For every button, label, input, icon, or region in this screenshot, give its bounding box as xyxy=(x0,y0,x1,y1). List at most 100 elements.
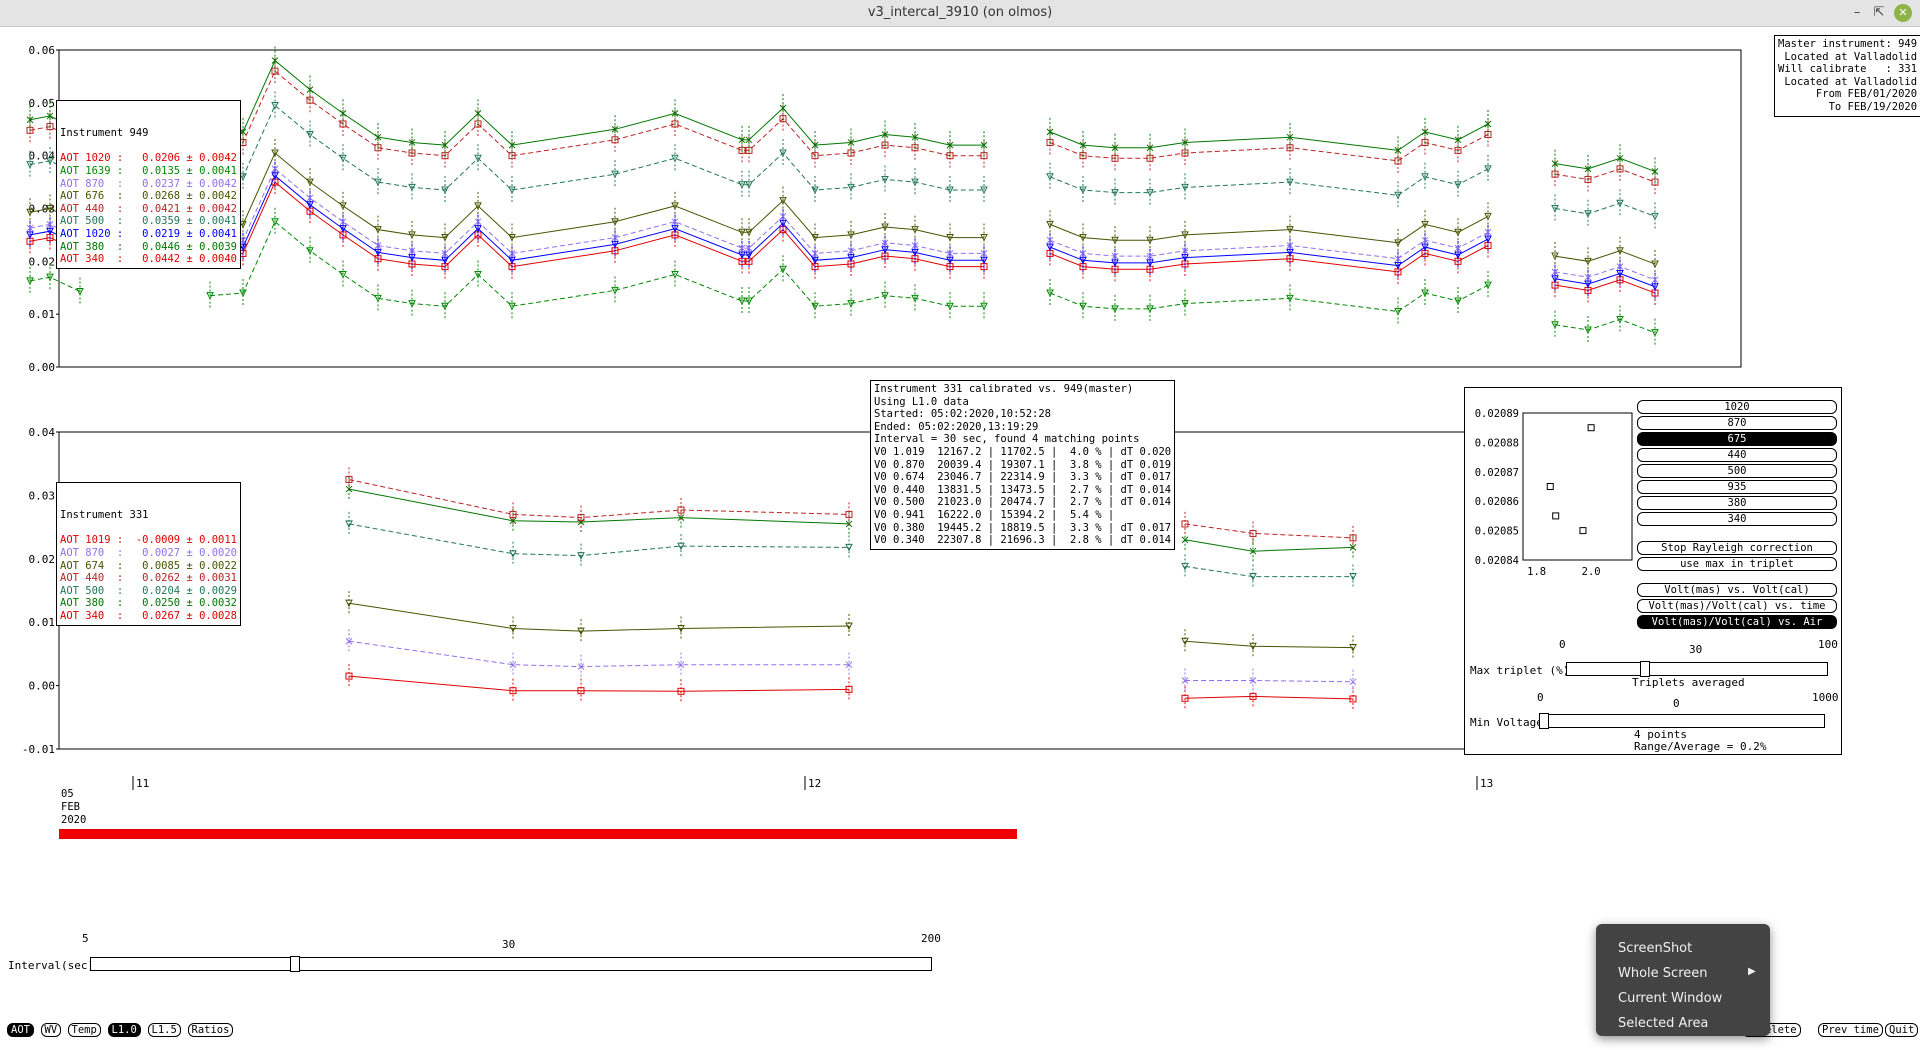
data-point-marker[interactable] xyxy=(509,517,517,525)
data-point-marker[interactable] xyxy=(881,246,889,254)
data-point-marker[interactable] xyxy=(1181,520,1189,528)
data-point-marker[interactable] xyxy=(845,543,853,552)
data-point-marker[interactable] xyxy=(26,116,34,124)
data-point-marker[interactable] xyxy=(946,302,954,311)
data-point-marker[interactable] xyxy=(1111,252,1119,260)
data-point-marker[interactable] xyxy=(1584,326,1592,335)
data-point-marker[interactable] xyxy=(1551,205,1559,213)
data-point-marker[interactable] xyxy=(271,165,279,173)
data-point-marker[interactable] xyxy=(46,157,54,166)
data-point-marker[interactable] xyxy=(1181,536,1189,544)
data-point-marker[interactable] xyxy=(946,234,954,242)
menu-item-screenshot[interactable]: ScreenShot xyxy=(1618,941,1693,956)
data-point-marker[interactable] xyxy=(779,149,787,158)
prev-time-button[interactable]: Prev time xyxy=(1818,1023,1883,1037)
data-point-marker[interactable] xyxy=(1484,120,1492,128)
data-point-marker[interactable] xyxy=(1181,254,1189,262)
data-point-marker[interactable] xyxy=(1181,637,1189,646)
data-point-marker[interactable] xyxy=(239,220,247,229)
plot-mode-volt-button[interactable]: Volt(mas) vs. Volt(cal) xyxy=(1637,583,1837,597)
data-point-marker[interactable] xyxy=(339,225,347,233)
data-point-marker[interactable] xyxy=(738,297,746,306)
maximize-icon[interactable]: ⇱ xyxy=(1873,5,1885,20)
data-point-marker[interactable] xyxy=(1046,128,1054,136)
data-point-marker[interactable] xyxy=(1146,189,1154,197)
data-point-marker[interactable] xyxy=(508,250,516,257)
data-point-marker[interactable] xyxy=(1484,165,1492,173)
data-point-marker[interactable] xyxy=(779,219,787,228)
data-point-marker[interactable] xyxy=(611,125,619,133)
data-point-marker[interactable] xyxy=(345,637,353,645)
data-point-marker[interactable] xyxy=(1249,573,1257,581)
data-point-marker[interactable] xyxy=(1394,255,1402,263)
data-point-marker[interactable] xyxy=(577,552,585,560)
data-point-marker[interactable] xyxy=(1249,677,1257,684)
data-point-marker[interactable] xyxy=(408,183,416,192)
data-point-marker[interactable] xyxy=(508,234,516,242)
data-point-marker[interactable] xyxy=(811,141,819,149)
toolbar-aot-button[interactable]: AOT xyxy=(7,1023,34,1037)
data-point-marker[interactable] xyxy=(671,202,679,210)
data-point-marker[interactable] xyxy=(1584,210,1592,218)
toolbar-temp-button[interactable]: Temp xyxy=(67,1023,101,1037)
data-point-marker[interactable] xyxy=(1394,239,1402,247)
data-point-marker[interactable] xyxy=(46,205,54,213)
data-point-marker[interactable] xyxy=(980,186,988,195)
data-point-marker[interactable] xyxy=(1616,269,1624,278)
stop-rayleigh-button[interactable]: Stop Rayleigh correction xyxy=(1637,541,1837,555)
data-point-marker[interactable] xyxy=(738,228,746,237)
data-point-marker[interactable] xyxy=(408,247,416,255)
data-point-marker[interactable] xyxy=(881,175,889,184)
data-point-marker[interactable] xyxy=(1551,268,1559,276)
data-point-marker[interactable] xyxy=(26,277,34,286)
data-point-marker[interactable] xyxy=(745,228,753,237)
close-icon[interactable]: ✕ xyxy=(1894,4,1912,22)
data-point-marker[interactable] xyxy=(1421,128,1429,136)
data-point-marker[interactable] xyxy=(339,271,347,279)
data-point-marker[interactable] xyxy=(738,181,746,189)
data-point-marker[interactable] xyxy=(1584,280,1592,289)
data-point-marker[interactable] xyxy=(509,687,517,695)
data-point-marker[interactable] xyxy=(1616,247,1624,255)
data-point-marker[interactable] xyxy=(1454,181,1462,189)
data-point-marker[interactable] xyxy=(1286,248,1294,257)
data-point-marker[interactable] xyxy=(1421,236,1429,244)
data-point-marker[interactable] xyxy=(46,112,54,120)
data-point-marker[interactable] xyxy=(1421,289,1429,298)
data-point-marker[interactable] xyxy=(946,141,954,149)
data-point-marker[interactable] xyxy=(611,234,619,241)
menu-item-whole-screen[interactable]: Whole Screen xyxy=(1618,966,1708,981)
data-point-marker[interactable] xyxy=(1421,243,1429,252)
toolbar-l15-button[interactable]: L1.5 xyxy=(147,1023,181,1037)
data-point-marker[interactable] xyxy=(881,131,889,138)
data-point-marker[interactable] xyxy=(271,57,279,64)
data-point-marker[interactable] xyxy=(1454,244,1462,252)
data-point-marker[interactable] xyxy=(1651,276,1659,284)
data-point-marker[interactable] xyxy=(1584,165,1592,173)
data-point-marker[interactable] xyxy=(509,625,517,633)
data-point-marker[interactable] xyxy=(1111,189,1119,197)
data-point-marker[interactable] xyxy=(845,661,853,669)
data-point-marker[interactable] xyxy=(738,244,746,252)
data-point-marker[interactable] xyxy=(441,141,449,149)
data-point-marker[interactable] xyxy=(1394,308,1402,316)
data-point-marker[interactable] xyxy=(847,183,855,192)
data-point-marker[interactable] xyxy=(847,247,855,255)
data-point-marker[interactable] xyxy=(1349,678,1357,686)
data-point-marker[interactable] xyxy=(1181,231,1189,240)
data-point-marker[interactable] xyxy=(738,251,746,260)
menu-item-current-window[interactable]: Current Window xyxy=(1618,991,1723,1006)
data-point-marker[interactable] xyxy=(946,256,954,265)
data-point-marker[interactable] xyxy=(474,271,482,279)
data-point-marker[interactable] xyxy=(509,661,517,669)
data-point-marker[interactable] xyxy=(1651,212,1659,221)
toolbar-l10-button[interactable]: L1.0 xyxy=(107,1023,141,1037)
data-point-marker[interactable] xyxy=(271,149,279,158)
data-point-marker[interactable] xyxy=(677,687,685,695)
data-point-marker[interactable] xyxy=(745,244,753,252)
data-point-marker[interactable] xyxy=(408,139,416,146)
data-point-marker[interactable] xyxy=(1551,321,1559,329)
data-point-marker[interactable] xyxy=(306,178,314,187)
wavelength-button-340[interactable]: 340 xyxy=(1637,512,1837,526)
